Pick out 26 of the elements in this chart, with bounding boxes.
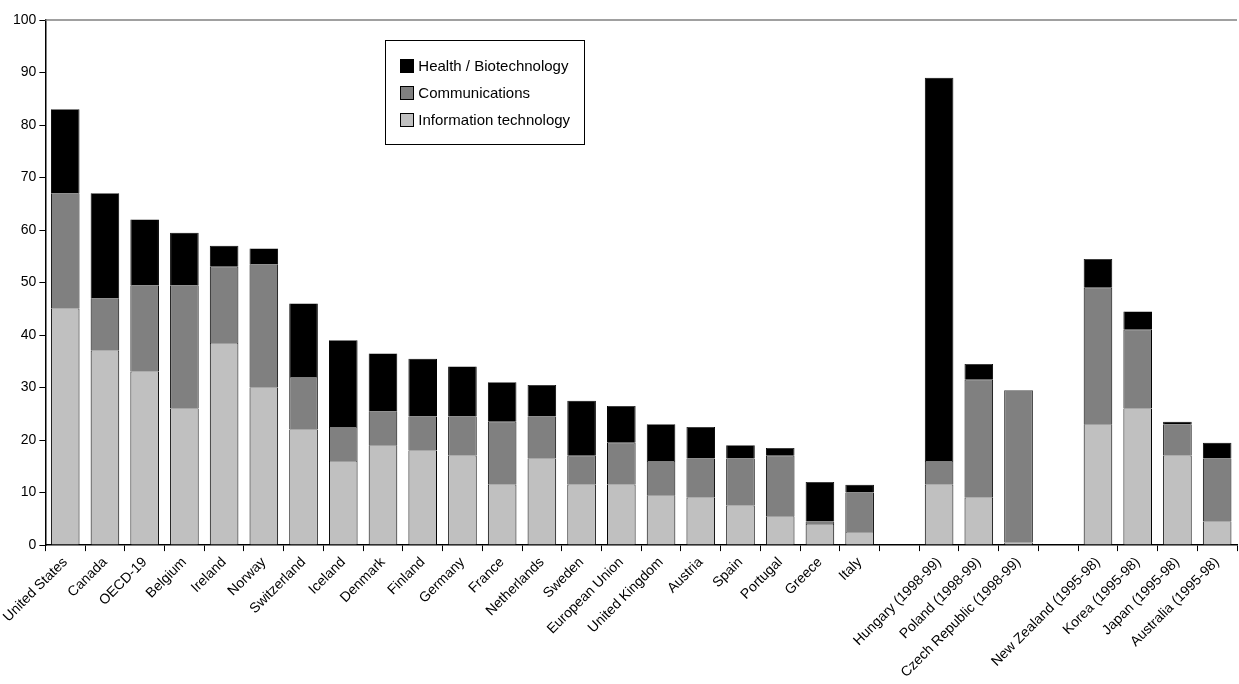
y-tick-label: 60 — [20, 220, 37, 237]
y-tick-label: 70 — [20, 168, 37, 185]
bar — [845, 484, 874, 493]
bar — [1163, 421, 1192, 425]
bar — [805, 482, 835, 522]
legend-label: Information technology — [418, 111, 571, 128]
y-tick-label: 20 — [20, 430, 37, 447]
bar — [170, 232, 199, 286]
x-tick-label: Italy — [835, 553, 865, 584]
bar — [726, 445, 755, 459]
y-tick-label: 0 — [28, 535, 37, 552]
y-tick-label: 40 — [20, 325, 37, 342]
y-tick-label: 10 — [20, 483, 37, 500]
bar — [607, 405, 636, 443]
bar — [567, 400, 596, 456]
legend-label: Communications — [418, 84, 531, 101]
bar — [448, 366, 477, 417]
y-tick-label: 50 — [20, 273, 37, 290]
y-tick-label: 80 — [20, 115, 37, 132]
bar — [1123, 311, 1152, 330]
bar — [289, 303, 318, 378]
y-tick-label: 100 — [13, 10, 37, 27]
bar — [130, 219, 159, 286]
legend-label: Health / Biotechnology — [418, 57, 569, 74]
y-tick-label: 90 — [20, 63, 37, 80]
y-tick-label: 30 — [20, 378, 37, 395]
